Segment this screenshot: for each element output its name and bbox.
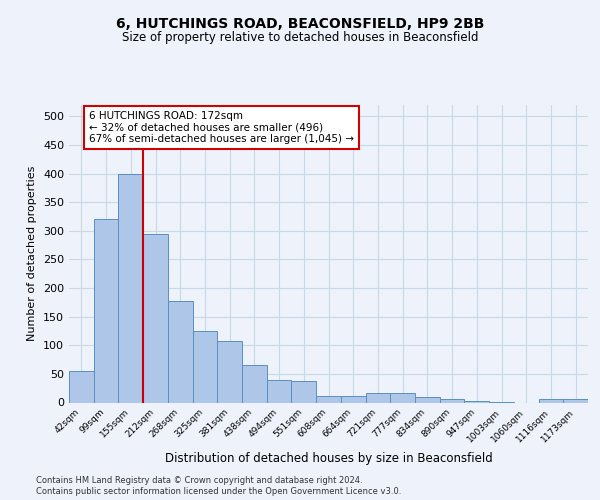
Bar [316, 396, 341, 402]
Text: 6 HUTCHINGS ROAD: 172sqm
← 32% of detached houses are smaller (496)
67% of semi-: 6 HUTCHINGS ROAD: 172sqm ← 32% of detach… [89, 110, 354, 144]
Bar [539, 399, 563, 402]
Y-axis label: Number of detached properties: Number of detached properties [28, 166, 37, 342]
Text: 6, HUTCHINGS ROAD, BEACONSFIELD, HP9 2BB: 6, HUTCHINGS ROAD, BEACONSFIELD, HP9 2BB [116, 18, 484, 32]
Bar [143, 234, 168, 402]
Bar [440, 399, 464, 402]
Bar [69, 371, 94, 402]
Text: Size of property relative to detached houses in Beaconsfield: Size of property relative to detached ho… [122, 31, 478, 44]
Bar [94, 220, 118, 402]
Bar [563, 399, 588, 402]
Bar [365, 394, 390, 402]
X-axis label: Distribution of detached houses by size in Beaconsfield: Distribution of detached houses by size … [164, 452, 493, 465]
Text: Contains HM Land Registry data © Crown copyright and database right 2024.: Contains HM Land Registry data © Crown c… [36, 476, 362, 485]
Bar [217, 342, 242, 402]
Bar [341, 396, 365, 402]
Bar [118, 174, 143, 402]
Bar [390, 394, 415, 402]
Bar [168, 300, 193, 402]
Bar [193, 331, 217, 402]
Bar [415, 398, 440, 402]
Bar [292, 382, 316, 402]
Text: Contains public sector information licensed under the Open Government Licence v3: Contains public sector information licen… [36, 488, 401, 496]
Bar [242, 366, 267, 403]
Bar [267, 380, 292, 402]
